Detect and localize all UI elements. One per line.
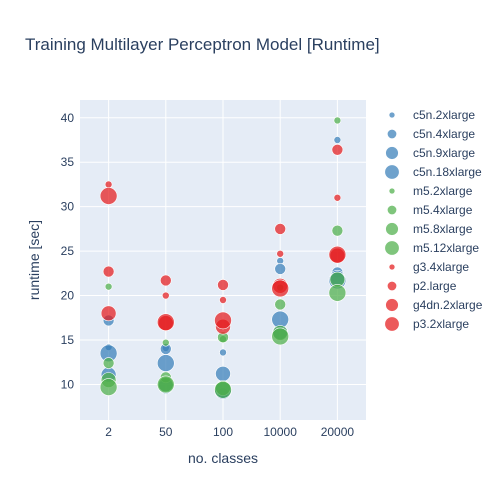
data-point [160, 274, 172, 287]
legend-label: p2.large [413, 279, 457, 293]
data-point [274, 298, 287, 311]
data-point [99, 378, 118, 396]
legend-item[interactable]: g3.4xlarge [388, 260, 469, 274]
data-point [219, 296, 227, 304]
legend-label: p3.2xlarge [413, 317, 469, 331]
legend-item[interactable]: p3.2xlarge [384, 316, 470, 332]
legend-item[interactable]: m5.4xlarge [387, 203, 473, 217]
y-axis-title: runtime [sec] [26, 220, 42, 300]
data-point [162, 291, 170, 300]
data-point [333, 136, 342, 144]
y-axis-ticks: 10 15 20 25 30 35 40 [61, 111, 75, 392]
legend-item[interactable]: c5n.2xlarge [388, 108, 475, 122]
legend-item[interactable]: m5.2xlarge [388, 184, 473, 198]
x-tick-label: 50 [159, 425, 173, 439]
data-point [333, 193, 342, 202]
x-axis-ticks: 2 50 100 10000 20000 [105, 425, 354, 439]
legend-label: g4dn.2xlarge [413, 298, 483, 312]
chart-title: Training Multilayer Perceptron Model [Ru… [25, 35, 380, 54]
data-point [102, 265, 115, 278]
legend-item[interactable]: m5.8xlarge [385, 222, 473, 236]
legend-item[interactable]: m5.12xlarge [384, 240, 480, 256]
y-tick-label: 35 [61, 155, 75, 169]
data-point [333, 116, 342, 125]
x-axis-title: no. classes [188, 450, 258, 466]
data-point [104, 282, 113, 291]
data-point [215, 365, 231, 382]
data-point [219, 348, 227, 357]
data-point [328, 284, 347, 302]
legend-marker [388, 111, 396, 119]
y-tick-label: 15 [61, 333, 75, 347]
data-point [102, 357, 115, 369]
x-tick-label: 10000 [264, 425, 298, 439]
legend-item[interactable]: g4dn.2xlarge [385, 298, 483, 312]
legend-marker [387, 129, 397, 139]
y-tick-label: 40 [61, 111, 75, 125]
series-p2.large [102, 143, 344, 291]
legend[interactable]: c5n.2xlarge c5n.4xlarge c5n.9xlarge c5n.18x… [384, 108, 483, 332]
series-p3.2xlarge [99, 187, 347, 332]
legend-item[interactable]: c5n.9xlarge [385, 146, 476, 160]
legend-marker [385, 222, 399, 236]
data-point [99, 187, 118, 205]
legend-label: g3.4xlarge [413, 260, 469, 274]
y-tick-label: 25 [61, 244, 75, 258]
data-points [99, 116, 347, 400]
series-m5.12xlarge [99, 284, 347, 399]
legend-marker [385, 298, 399, 312]
data-point [157, 313, 175, 332]
legend-marker [385, 146, 399, 160]
data-point [157, 375, 175, 394]
x-tick-label: 100 [213, 425, 233, 439]
legend-label: c5n.18xlarge [413, 165, 482, 179]
legend-marker [384, 316, 400, 332]
legend-label: m5.2xlarge [413, 184, 473, 198]
x-tick-label: 2 [105, 425, 112, 439]
legend-marker [387, 205, 397, 215]
data-point [214, 380, 232, 399]
legend-item[interactable]: p2.large [387, 279, 457, 293]
data-point [100, 305, 117, 322]
x-tick-label: 20000 [321, 425, 355, 439]
data-point [271, 327, 290, 346]
legend-marker [384, 164, 400, 180]
data-point [274, 263, 287, 275]
data-point [271, 279, 290, 298]
data-point [276, 249, 285, 258]
data-point [331, 143, 344, 156]
data-point [331, 224, 344, 237]
legend-item[interactable]: c5n.4xlarge [387, 127, 475, 141]
data-point [274, 223, 287, 235]
legend-marker [387, 281, 397, 291]
legend-label: m5.4xlarge [413, 203, 473, 217]
data-point [217, 279, 229, 291]
legend-label: m5.12xlarge [413, 241, 479, 255]
y-tick-label: 10 [61, 377, 75, 391]
legend-label: c5n.2xlarge [413, 108, 475, 122]
data-point [162, 338, 170, 347]
legend-marker [384, 240, 400, 256]
legend-label: m5.8xlarge [413, 222, 473, 236]
legend-label: c5n.9xlarge [413, 146, 475, 160]
legend-item[interactable]: c5n.18xlarge [384, 164, 482, 180]
data-point [104, 180, 113, 189]
legend-marker [388, 263, 396, 271]
legend-marker [388, 187, 396, 195]
data-point [214, 311, 232, 330]
data-point [157, 354, 175, 372]
data-point [328, 245, 347, 264]
series-m5.4xlarge [102, 224, 344, 384]
y-tick-label: 20 [61, 289, 75, 303]
y-tick-label: 30 [61, 200, 75, 214]
legend-label: c5n.4xlarge [413, 127, 475, 141]
